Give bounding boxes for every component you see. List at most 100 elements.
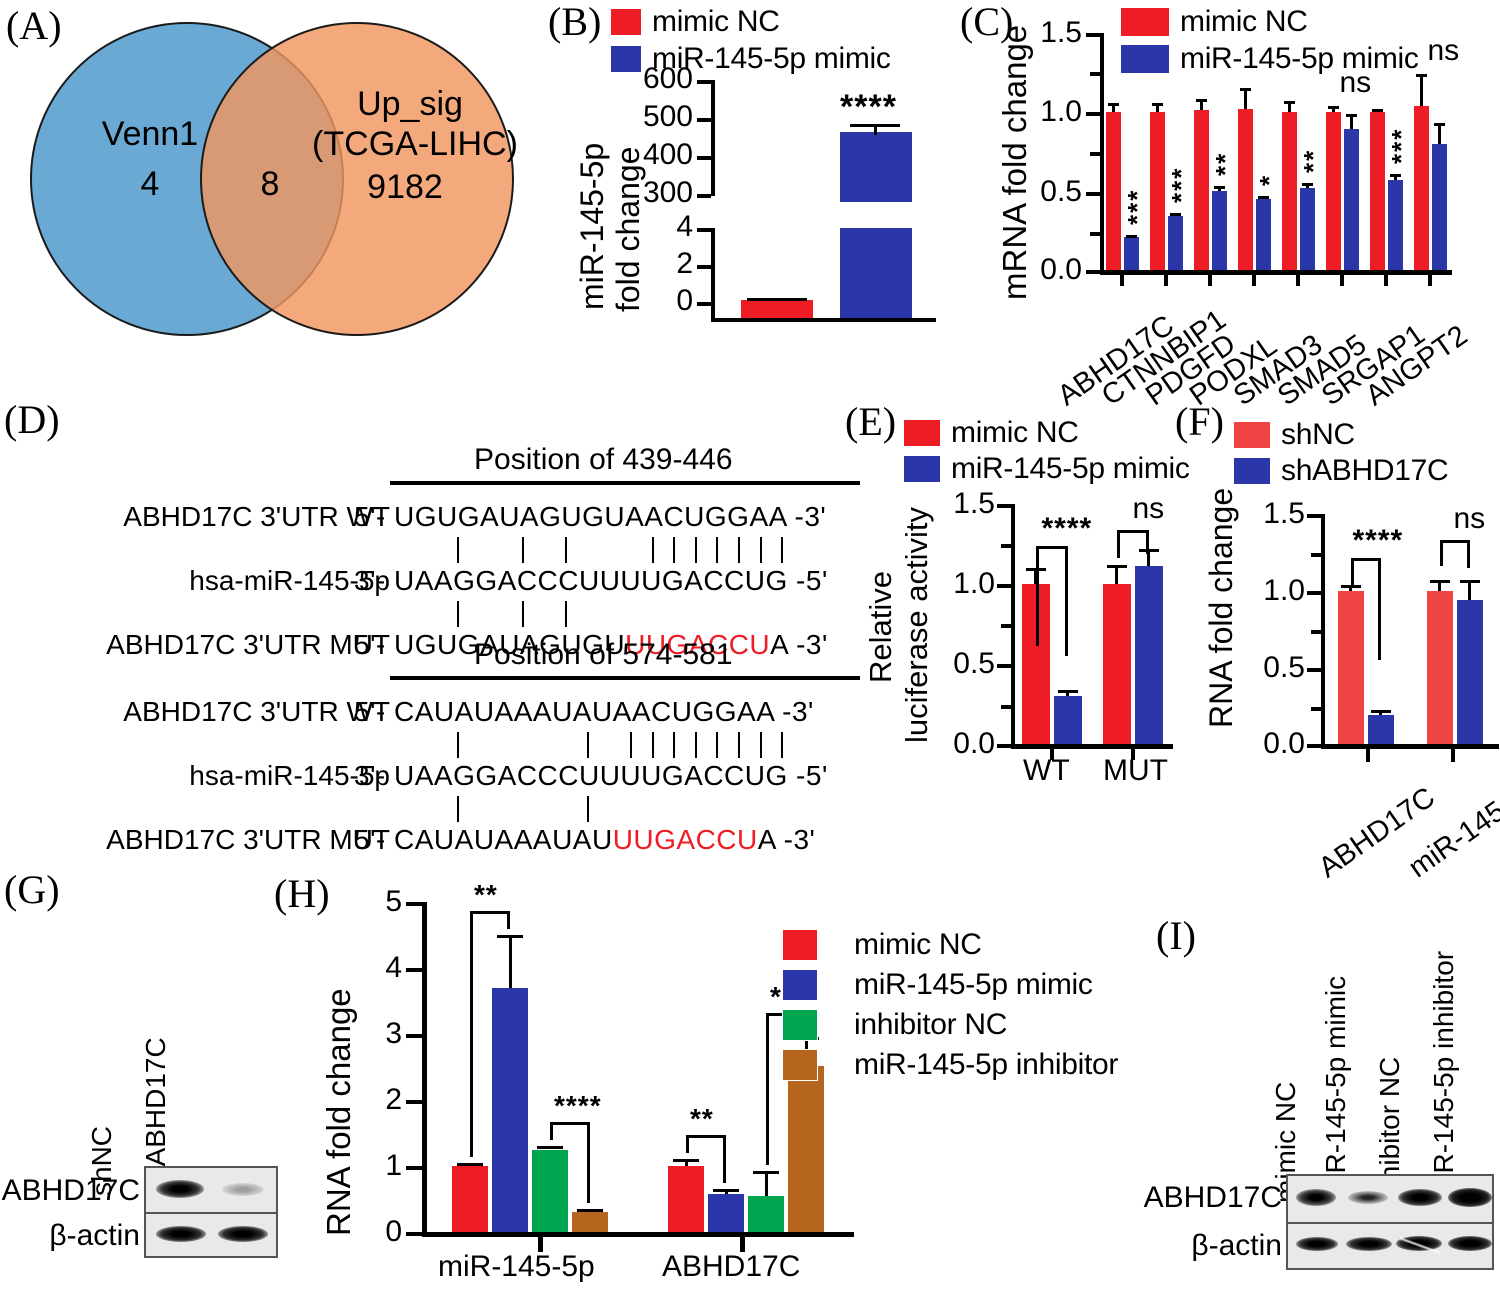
bar-PDGFD-miR-145-5p mimic: [1211, 191, 1227, 270]
legend-swatch-mir145-mimic: [610, 45, 642, 73]
significance-ns: ns: [1427, 34, 1460, 68]
panel-e-ytick-10: 1.0: [953, 567, 995, 600]
base-pair-line: [673, 537, 676, 563]
panel-c-label: (C): [960, 0, 1014, 44]
axis-tick: [1366, 748, 1370, 762]
bar-SMAD5-miR-145-5p mimic: [1343, 129, 1359, 270]
significance-bracket: [550, 1122, 590, 1203]
axis-tick: [1311, 630, 1321, 634]
venn-left-count: 4: [140, 165, 160, 203]
panel-f-plot-area: **** ns: [1321, 398, 1500, 750]
significance-bracket: [686, 1134, 726, 1184]
panel-f-legend: shNC shABHD17C: [1233, 418, 1449, 488]
error-cap: [1125, 235, 1137, 239]
panel-g-blot-actin: [144, 1212, 278, 1258]
axis-tick: [1086, 270, 1100, 274]
error-cap: [1257, 195, 1269, 199]
legend-label: shNC: [1281, 418, 1355, 451]
blot-band: [156, 1226, 206, 1242]
bar-CTNNBIP1-mimic NC: [1149, 112, 1165, 270]
panel-h-ytick-3: 3: [385, 1017, 402, 1050]
legend-label: miR-145-5p mimic: [1180, 42, 1419, 75]
legend-label: mimic NC: [652, 5, 780, 38]
significance-marker: **: [690, 1102, 714, 1134]
bar-MUT-miR-145-5p mimic: [1134, 566, 1163, 744]
legend-item: inhibitor NC: [782, 1008, 1118, 1042]
panel-b-ytick-4: 4: [676, 210, 693, 243]
axis-tick: [406, 1232, 422, 1236]
axis-tick: [1311, 707, 1321, 711]
panel-h-ytick-5: 5: [385, 885, 402, 918]
base-pair-line: [651, 732, 654, 758]
panel-g-label: (G): [4, 867, 60, 912]
significance-marker: ****: [554, 1090, 602, 1122]
panel-c-ytick-05: 0.5: [1040, 175, 1082, 208]
panel-h-yaxis: [422, 902, 427, 1236]
sequence-row-label: ABHD17C 3'UTR WT: [123, 501, 390, 532]
panel-i-row-label-abhd17c: ABHD17C: [1143, 1181, 1282, 1214]
base-pair-line: [673, 732, 676, 758]
significance-bracket: [1350, 558, 1381, 660]
base-pair-line: [651, 537, 654, 563]
significance-ns: ns: [1339, 65, 1372, 99]
position-underline: [390, 481, 860, 485]
error-cap: [1340, 584, 1361, 588]
error-cap: [1429, 579, 1450, 583]
legend-label: inhibitor NC: [854, 1008, 1008, 1041]
legend-item: miR-145-5p mimic: [903, 452, 1190, 486]
panel-e-legend: mimic NC miR-145-5p mimic: [903, 416, 1190, 486]
panel-b-ylabel-line1: miR-145-5p: [574, 142, 610, 310]
bar-miR-145-5p-miR-145-5p mimic: [492, 987, 528, 1232]
panel-b-ytick-600: 600: [642, 62, 693, 95]
bar-ABHD17C-shNC: [1337, 590, 1364, 744]
axis-tick: [1208, 272, 1212, 286]
sequence-row-text: 5'- CAUAUAAAUAUAACUGGAA -3': [354, 696, 814, 727]
panel-a: (A) Venn1 4 8 Up_sig (TCGA-LIHC) 9182: [0, 0, 545, 400]
panel-i-lane-label-3: miR-145-5p inhibitor: [1428, 950, 1459, 1203]
base-pair-line: [457, 732, 460, 758]
error-cap: [1107, 102, 1119, 106]
panel-c-ytick-00: 0.0: [1040, 253, 1082, 286]
axis-tick: [697, 118, 711, 122]
error-cap: [1239, 88, 1251, 92]
error-cap: [457, 1162, 483, 1166]
panel-f-label: (F): [1175, 399, 1224, 444]
bar-PODXL-mimic NC: [1237, 108, 1253, 270]
sequence-row-text: 5'- UGUGAUAGUGUUUGACCUA -3': [354, 629, 828, 660]
axis-tick: [1001, 705, 1011, 709]
error-bar: [1468, 579, 1471, 600]
blot-band: [1448, 1188, 1492, 1207]
axis-tick: [1311, 553, 1321, 557]
bar-SRGAP1-mimic NC: [1369, 112, 1385, 270]
legend-swatch-mimic-nc: [610, 8, 642, 36]
base-pair-line: [781, 537, 784, 563]
axis-tick: [997, 744, 1011, 748]
error-cap: [1283, 100, 1295, 104]
panel-f-xaxis: [1321, 744, 1499, 749]
axis-tick: [1296, 272, 1300, 286]
error-cap: [1371, 108, 1383, 112]
panel-d-sequences: Position of 439-446 ABHD17C 3'UTR WT 5'- U…: [0, 398, 860, 858]
bar-miR-145-5p-mimic NC: [452, 1166, 488, 1232]
axis-tick: [1307, 744, 1321, 748]
legend-swatch-mir145-mimic: [903, 455, 941, 483]
base-pair-line: [694, 537, 697, 563]
bar-PDGFD-mimic NC: [1193, 110, 1209, 270]
axis-tick: [1164, 272, 1168, 286]
panel-b-upper-axis: [711, 80, 715, 196]
significance-bracket: [1439, 540, 1470, 568]
sequence-row-text: 5'- CAUAUAAAUAUUUGACCUA -3': [354, 824, 816, 855]
base-pair-line: [738, 732, 740, 758]
panel-b-lower-axis: [711, 228, 715, 322]
legend-swatch-shnc: [1233, 421, 1271, 449]
error-bar: [1349, 584, 1352, 591]
bar-ANGPT2-mimic NC: [1413, 105, 1429, 270]
legend-swatch-mir145-mimic: [782, 969, 818, 1001]
venn-overlap-count: 8: [260, 165, 280, 203]
axis-tick: [406, 968, 422, 972]
sequence-row-text: 5'- UGUGAUAGUGUAACUGGAA -3': [354, 501, 827, 532]
significance-ns: ns: [1132, 492, 1165, 525]
bar-ABHD17C-mimic NC: [668, 1166, 704, 1232]
significance-marker: **: [474, 879, 498, 910]
panel-d: (D) Position of 439-446 ABHD17C 3'UTR WT 5…: [0, 398, 860, 858]
